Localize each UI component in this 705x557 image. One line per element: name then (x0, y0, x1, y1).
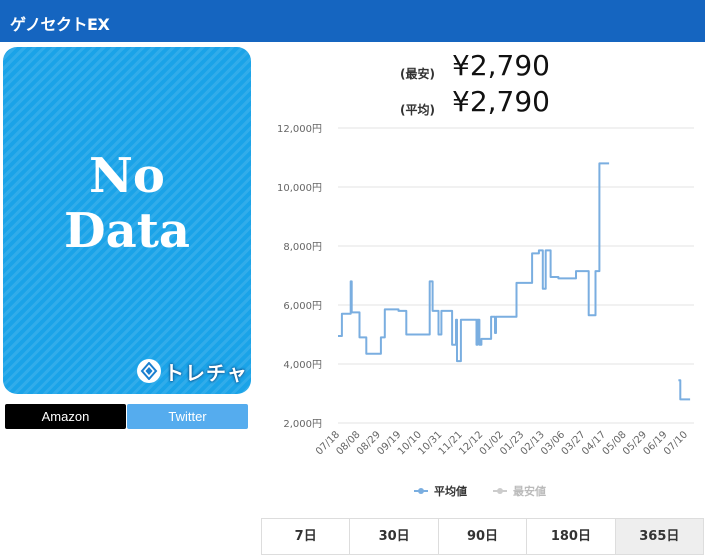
page-title: ゲノセクトEX (10, 15, 110, 34)
header-bar: ゲノセクトEX (0, 0, 705, 42)
range-button-1[interactable]: 30日 (349, 518, 439, 555)
min-price-label: (最安) (400, 67, 435, 81)
avg-price-line (338, 162, 610, 363)
range-button-3[interactable]: 180日 (526, 518, 616, 555)
legend-min-marker (497, 488, 503, 494)
legend-avg-label: 平均値 (434, 484, 467, 498)
site-logo: トレチャ (137, 356, 248, 386)
x-tick-label: 07/10 (662, 429, 690, 457)
price-history-chart: 2,000円 4,000円 6,000円 8,000円 10,000円 12,000円 07… (277, 124, 694, 498)
range-selector: 7日 30日 90日 180日 365日 (261, 518, 705, 555)
diamond-logo-icon (137, 359, 161, 383)
y-tick-label: 4,000円 (283, 360, 322, 371)
y-tick-label: 6,000円 (283, 301, 322, 312)
y-tick-label: 12,000円 (277, 124, 322, 135)
amazon-button[interactable]: Amazon (5, 404, 126, 429)
legend-min-label: 最安値 (513, 484, 546, 498)
y-tick-label: 8,000円 (283, 242, 322, 253)
min-price-value: ¥2,790 (452, 49, 550, 82)
twitter-button[interactable]: Twitter (127, 404, 248, 429)
avg-price-line-recent (678, 379, 691, 401)
range-button-0[interactable]: 7日 (261, 518, 351, 555)
y-tick-label: 2,000円 (283, 419, 322, 430)
legend-avg-marker (418, 488, 424, 494)
avg-price-value: ¥2,790 (452, 85, 550, 118)
avg-price-label: (平均) (400, 103, 435, 117)
logo-text: トレチャ (164, 360, 248, 385)
range-button-2[interactable]: 90日 (437, 518, 528, 555)
y-tick-label: 10,000円 (277, 183, 322, 194)
card-image-placeholder: No Data トレチャ (3, 47, 251, 394)
range-button-4[interactable]: 365日 (614, 518, 705, 555)
no-data-text: No Data (64, 148, 190, 259)
